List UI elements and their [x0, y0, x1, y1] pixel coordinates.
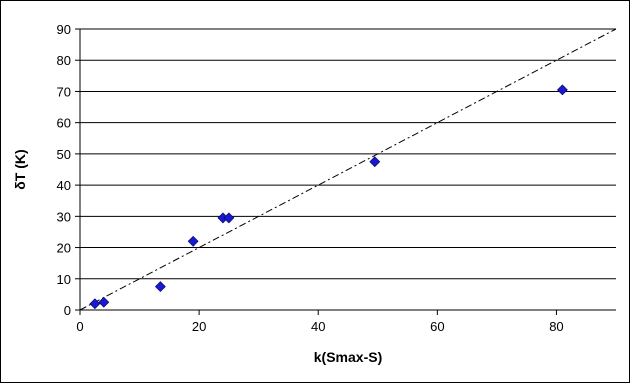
data-point-8	[556, 84, 568, 96]
y-tick-label-90: 90	[57, 22, 71, 37]
reference-line	[79, 28, 617, 311]
data-point-3	[154, 281, 166, 293]
y-tick-label-60: 60	[57, 116, 71, 131]
axes	[75, 28, 616, 315]
data-point-2	[98, 296, 110, 308]
y-tick-label-50: 50	[57, 147, 71, 162]
y-tick-label-20: 20	[57, 241, 71, 256]
x-tick-label-80: 80	[549, 319, 563, 334]
y-tick-label-40: 40	[57, 178, 71, 193]
data-point-4	[187, 235, 199, 247]
data-points	[89, 84, 568, 310]
x-axis-title: k(Smax-S)	[314, 349, 382, 365]
x-tick-label-20: 20	[192, 319, 206, 334]
y-axis-title: δT (K)	[12, 149, 28, 189]
y-tick-label-80: 80	[57, 53, 71, 68]
reference-line-group	[79, 28, 617, 311]
grid-lines	[80, 28, 616, 280]
tick-labels: 0 10 20 30 40 50 60 70 80 90 0 20 40 60 80	[57, 22, 564, 334]
y-tick-label-10: 10	[57, 272, 71, 287]
y-tick-label-70: 70	[57, 84, 71, 99]
data-point-1	[89, 298, 101, 310]
data-point-6	[223, 212, 235, 224]
y-tick-label-30: 30	[57, 209, 71, 224]
x-tick-label-40: 40	[311, 319, 325, 334]
y-tick-label-0: 0	[64, 303, 71, 318]
data-point-7	[369, 156, 381, 168]
x-tick-label-0: 0	[76, 319, 83, 334]
x-tick-label-60: 60	[430, 319, 444, 334]
